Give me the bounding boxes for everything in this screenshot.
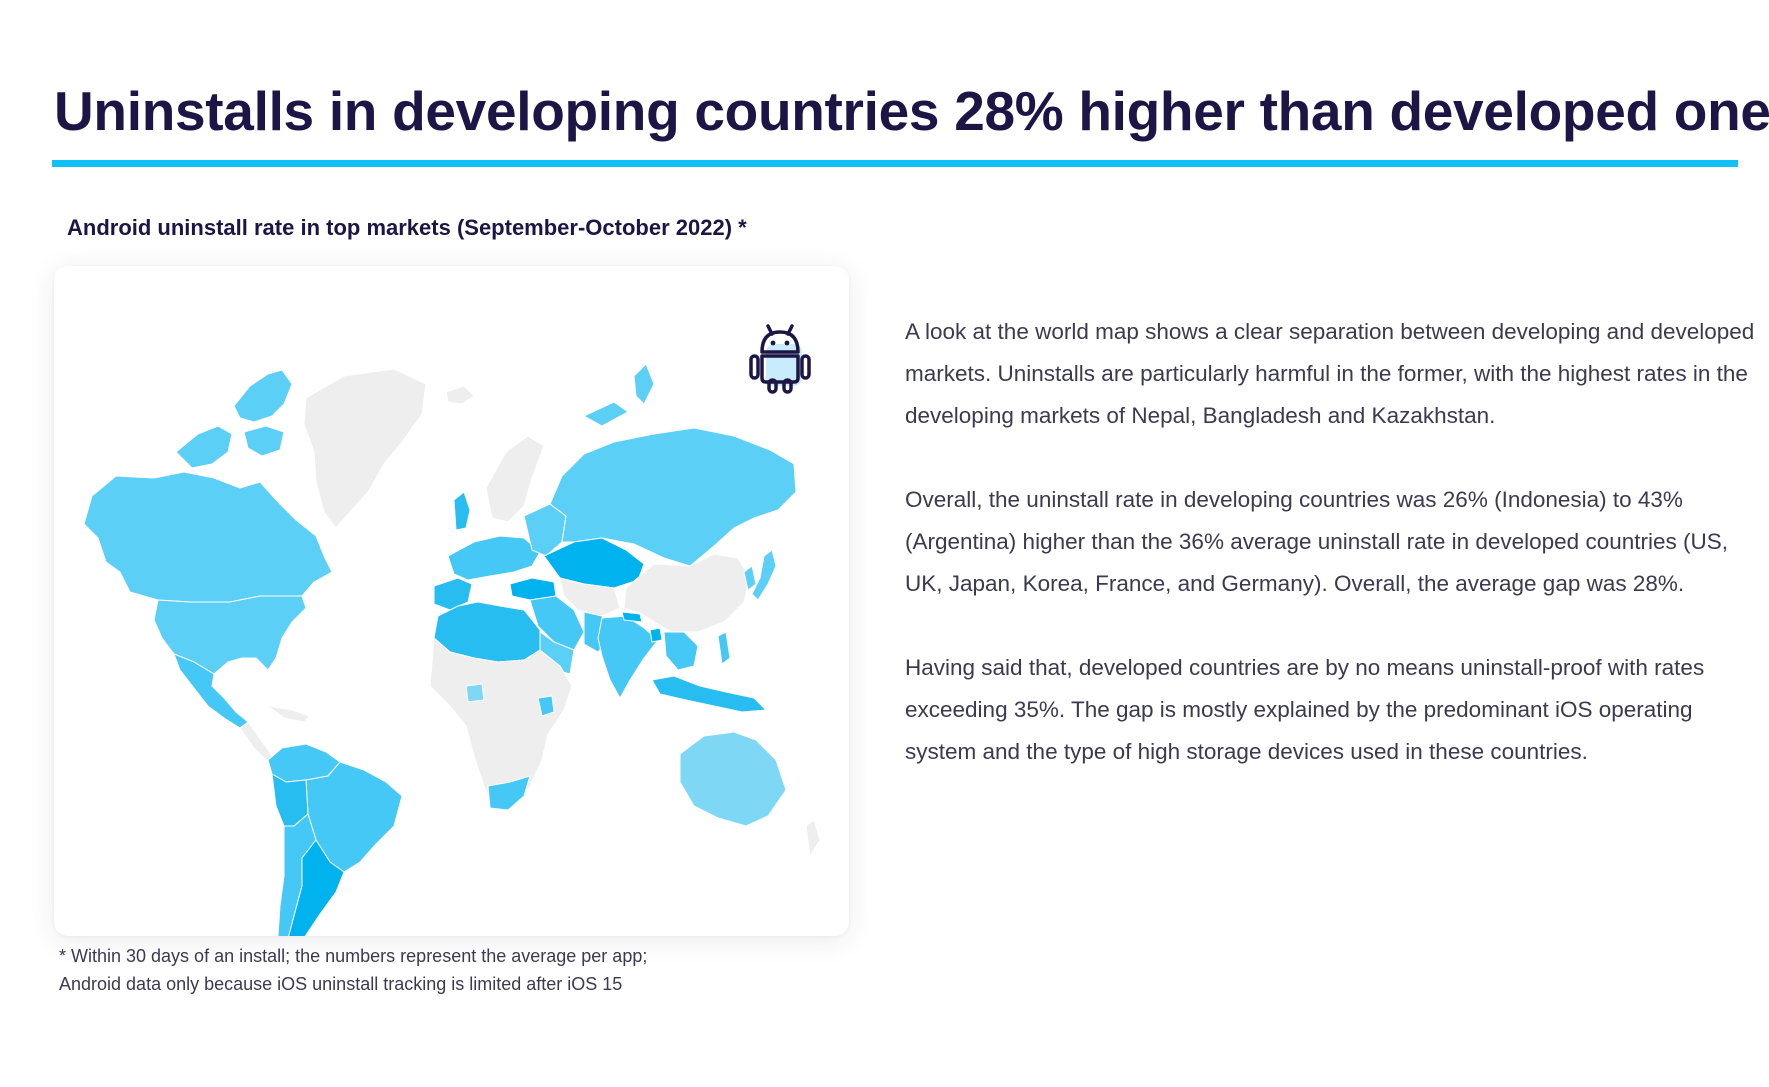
- region-scandinavia: [485, 435, 545, 523]
- footnote-line: * Within 30 days of an install; the numb…: [59, 946, 648, 966]
- world-map: [83, 363, 821, 936]
- title-underline: [52, 160, 1738, 167]
- region-korea: [743, 565, 757, 591]
- region-nepal: [621, 611, 643, 623]
- region-philippines: [717, 631, 731, 665]
- map-footnote: * Within 30 days of an install; the numb…: [59, 942, 819, 998]
- region-argentina: [288, 839, 345, 936]
- region-indonesia: [651, 675, 767, 713]
- region-russia-arctic: [583, 401, 629, 427]
- region-india: [597, 615, 659, 699]
- region-arctic-islands-3: [243, 425, 285, 457]
- region-central-america: [239, 721, 275, 761]
- android-icon: [749, 324, 811, 394]
- region-africa: [429, 637, 573, 811]
- region-indochina: [663, 631, 699, 671]
- footnote-line: Android data only because iOS uninstall …: [59, 974, 623, 994]
- paragraph: A look at the world map shows a clear se…: [905, 319, 1755, 428]
- map-subtitle: Android uninstall rate in top markets (S…: [67, 215, 747, 240]
- page-title: Uninstalls in developing countries 28% h…: [54, 80, 1769, 142]
- region-canada: [83, 471, 333, 603]
- region-middle-east: [529, 595, 585, 651]
- paragraph: Overall, the uninstall rate in developin…: [905, 487, 1728, 596]
- region-australia: [679, 731, 787, 827]
- region-kenya: [537, 695, 555, 717]
- region-central-asia: [559, 577, 621, 617]
- region-iberia: [433, 577, 473, 611]
- region-western-europe: [447, 535, 541, 581]
- region-caribbean: [267, 705, 311, 723]
- paragraph: Having said that, developed countries ar…: [905, 655, 1705, 764]
- region-greenland: [303, 368, 427, 529]
- region-south-africa: [487, 775, 531, 811]
- region-kazakhstan: [543, 537, 645, 589]
- analysis-text: A look at the world map shows a clear se…: [905, 311, 1755, 815]
- region-nigeria: [465, 683, 485, 703]
- region-novaya-zemlya: [633, 363, 655, 405]
- region-arctic-islands-2: [175, 425, 233, 469]
- region-japan: [751, 549, 777, 601]
- region-uk: [453, 491, 471, 531]
- region-new-zealand: [805, 819, 821, 857]
- region-arctic-islands: [233, 369, 293, 423]
- region-iceland: [445, 385, 475, 405]
- region-bangladesh: [649, 627, 663, 643]
- world-map-card: [54, 266, 849, 936]
- region-china: [623, 553, 751, 633]
